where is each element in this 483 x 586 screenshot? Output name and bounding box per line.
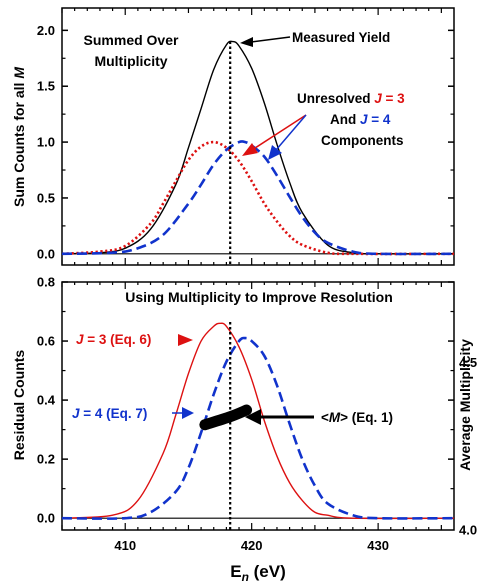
- series-line-j-4-eq-7-: [61, 336, 455, 520]
- and-label: And J = 4: [330, 112, 391, 127]
- unresolved-text: Unresolved: [297, 91, 374, 106]
- x-axis-label: En (eV): [230, 562, 286, 584]
- unresolved-j3-sym: J: [374, 91, 382, 106]
- j4-eq7-label: J = 4 (Eq. 7): [72, 406, 147, 421]
- bottom-x-ticks: 410 420 430: [61, 282, 442, 553]
- y-tick-label: 1.0: [37, 135, 55, 150]
- y-tick-label: 0.2: [37, 452, 55, 467]
- m-sym: M: [329, 410, 341, 425]
- j4-pointer-arrow: [275, 114, 307, 151]
- y-tick-label: 2.0: [37, 23, 55, 38]
- y2-tick-label: 4.0: [459, 523, 477, 538]
- y-tick-label: 0.5: [37, 190, 55, 205]
- top-title-line1: Summed Over: [84, 32, 179, 48]
- top-panel: 0.0 0.5 1.0 1.5 2.0 Summed Over Multiplicity…: [11, 7, 455, 266]
- bottom-y-ticks: 0.0 0.2 0.4 0.6 0.8: [37, 275, 454, 526]
- y-tick-label: 0.4: [37, 393, 56, 408]
- measured-yield-label: Measured Yield: [292, 30, 390, 45]
- measured-yield-arrowhead: [240, 37, 253, 47]
- bottom-y2-axis-label: Average Multiplicity: [457, 339, 473, 471]
- and-text: And: [330, 112, 360, 127]
- m-eq1-arrowhead: [245, 409, 261, 425]
- bottom-panel: 0.0 0.2 0.4 0.6 0.8 4.0 4.5 410 420 430 Using M…: [11, 275, 477, 585]
- and-j4-val: = 4: [368, 112, 391, 127]
- top-y-axis-label: Sum Counts for all M: [11, 67, 27, 207]
- unresolved-j3-val: = 3: [382, 91, 405, 106]
- series-line-measured-yield: [61, 40, 455, 255]
- j4-eq7-arrowhead: [182, 407, 194, 419]
- x-tick-label: 410: [114, 538, 136, 553]
- y-tick-label: 0.0: [37, 246, 55, 261]
- x-label-unit: (eV): [249, 562, 286, 581]
- m-close: > (Eq. 1): [340, 410, 393, 425]
- series-line--m-eq-1-: [199, 404, 253, 431]
- components-label: Components: [321, 133, 404, 148]
- top-series: [61, 40, 455, 256]
- top-plot-frame: [61, 7, 455, 266]
- top-y-ticks: 0.0 0.5 1.0 1.5 2.0: [37, 23, 454, 261]
- j3-eq6-sym: J: [76, 332, 84, 347]
- bottom-title: Using Multiplicity to Improve Resolution: [125, 289, 393, 305]
- series-line-j-4: [61, 140, 455, 256]
- j4-eq7-sym: J: [72, 406, 80, 421]
- x-label-e: E: [230, 562, 241, 581]
- j4-eq7-text: = 4 (Eq. 7): [80, 406, 148, 421]
- j3-eq6-arrowhead: [178, 334, 193, 346]
- m-eq1-label: <M> (Eq. 1): [321, 410, 393, 425]
- series-line-j-3-eq-6-: [61, 322, 455, 520]
- y2-tick-label: 4.5: [459, 355, 477, 370]
- measured-yield-arrow: [250, 36, 291, 43]
- x-label-n: n: [242, 570, 249, 584]
- top-ylabel-text: Sum Counts for all: [11, 79, 27, 207]
- bottom-y2-ticks: 4.0 4.5: [459, 355, 477, 538]
- y-tick-label: 0.8: [37, 275, 55, 290]
- top-x-ticks: [61, 8, 442, 265]
- unresolved-label: Unresolved J = 3: [297, 91, 405, 106]
- bottom-series: [61, 322, 455, 520]
- bottom-y-axis-label: Residual Counts: [11, 350, 27, 461]
- y-tick-label: 0.6: [37, 334, 55, 349]
- bottom-plot-frame: [61, 281, 455, 531]
- j4-pointer-arrowhead: [268, 145, 282, 160]
- x-tick-label: 430: [367, 538, 389, 553]
- j3-eq6-text: = 3 (Eq. 6): [84, 332, 152, 347]
- and-j4-sym: J: [360, 112, 368, 127]
- x-tick-label: 420: [241, 538, 263, 553]
- j3-pointer-arrowhead: [242, 143, 258, 156]
- j3-pointer-arrow: [251, 114, 307, 151]
- top-ylabel-m: M: [11, 67, 27, 79]
- j3-eq6-label: J = 3 (Eq. 6): [76, 332, 151, 347]
- top-title-line2: Multiplicity: [94, 53, 167, 69]
- series-line-j-3: [61, 140, 455, 256]
- y-tick-label: 1.5: [37, 79, 55, 94]
- y-tick-label: 0.0: [37, 511, 55, 526]
- m-open: <: [321, 410, 329, 425]
